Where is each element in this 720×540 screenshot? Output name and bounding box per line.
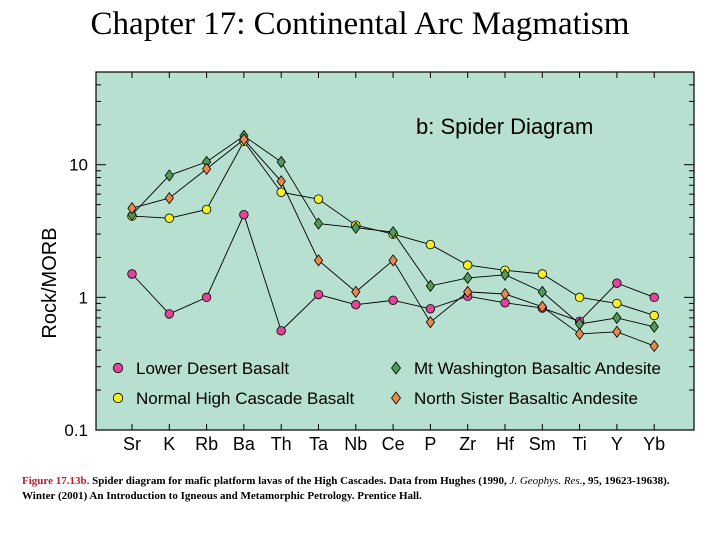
x-tick-label: Nb <box>344 434 367 454</box>
x-tick-label: Yb <box>643 434 665 454</box>
legend-label: Lower Desert Basalt <box>136 359 289 378</box>
data-point <box>201 162 212 176</box>
legend: Lower Desert Basalt Normal High Cascade B… <box>112 359 661 408</box>
data-point <box>537 285 547 299</box>
data-point <box>425 304 436 314</box>
caption-text-2: , 95, 19623-19638). Winter (2001) An Int… <box>22 475 670 502</box>
spider-diagram-chart: 0.1 1 10 Sr K Rb Ba Th Ta Nb Ce P Zr Hf Sm Ti Y Yb b: Sp… <box>39 71 695 454</box>
caption-figure-label: Figure 17.13b. <box>22 475 90 487</box>
y-tick-label: 0.1 <box>64 421 88 440</box>
data-point <box>276 326 286 336</box>
x-tick-label: Rb <box>195 434 218 454</box>
y-tick-label: 1 <box>79 288 88 307</box>
chart-title: b: Spider Diagram <box>416 114 593 139</box>
legend-label: Mt Washington Basaltic Andesite <box>414 359 661 378</box>
axis-ticks <box>96 71 694 431</box>
legend-entry: Mt Washington Basaltic Andesite <box>391 359 661 378</box>
data-point <box>649 339 659 353</box>
legend-marker <box>391 361 401 375</box>
data-point <box>164 191 174 205</box>
data-point <box>313 194 324 204</box>
data-point <box>537 269 547 279</box>
x-tick-label: Y <box>611 434 623 454</box>
data-point <box>463 285 473 299</box>
data-point <box>425 279 436 293</box>
data-point <box>500 287 510 301</box>
x-tick-label: Sm <box>529 434 556 454</box>
data-point <box>612 325 622 338</box>
data-point <box>612 298 622 309</box>
x-tick-label: K <box>163 434 175 454</box>
legend-entry: Normal High Cascade Basalt <box>112 389 355 408</box>
data-point <box>612 311 622 325</box>
y-tick-label: 10 <box>69 156 88 175</box>
data-point <box>612 278 622 288</box>
x-tick-label: Ba <box>233 434 256 454</box>
data-point <box>649 310 659 321</box>
data-point <box>201 204 212 215</box>
data-point <box>388 226 398 239</box>
data-point <box>127 202 137 215</box>
legend-label: Normal High Cascade Basalt <box>136 389 355 408</box>
data-point <box>164 169 174 182</box>
legend-label: North Sister Basaltic Andesite <box>414 389 638 408</box>
figure-caption: Figure 17.13b. Spider diagram for mafic … <box>22 474 702 504</box>
data-point <box>574 327 585 341</box>
x-tick-label: Ti <box>572 434 586 454</box>
data-point <box>351 285 361 299</box>
y-tick-labels: 0.1 1 10 <box>64 156 88 440</box>
data-point <box>164 213 174 223</box>
series-3 <box>127 129 659 333</box>
legend-marker <box>112 362 124 374</box>
data-point <box>649 320 659 333</box>
data-point <box>463 271 473 285</box>
x-tick-label: P <box>424 434 436 454</box>
caption-journal: J. Geophys. Res. <box>509 475 583 487</box>
data-point <box>500 268 510 281</box>
data-point <box>313 254 324 267</box>
slide-title: Chapter 17: Continental Arc Magmatism <box>90 6 630 42</box>
data-point <box>127 208 137 221</box>
data-point <box>127 269 137 279</box>
data-point <box>388 295 398 306</box>
x-tick-label: Th <box>271 434 292 454</box>
data-point <box>351 221 361 234</box>
data-point <box>313 289 324 300</box>
data-point <box>276 155 286 169</box>
data-point <box>276 187 286 197</box>
x-tick-label: Ce <box>382 434 405 454</box>
legend-marker <box>112 392 124 404</box>
x-tick-label: Sr <box>123 434 141 454</box>
data-point <box>425 316 436 329</box>
y-axis-label: Rock/MORB <box>39 227 61 338</box>
data-point <box>201 292 212 303</box>
data-point <box>425 239 436 250</box>
data-point <box>164 309 174 319</box>
data-point <box>388 254 398 267</box>
data-point <box>537 300 547 313</box>
x-tick-label: Ta <box>309 434 329 454</box>
x-tick-label: Hf <box>496 434 515 454</box>
caption-text-1: Spider diagram for mafic platform lavas … <box>89 475 510 487</box>
series-4 <box>127 133 659 353</box>
data-point <box>463 260 473 270</box>
data-point <box>313 217 324 230</box>
data-point <box>351 300 361 310</box>
legend-entry: North Sister Basaltic Andesite <box>391 389 638 408</box>
data-point <box>239 133 249 146</box>
x-tick-labels: Sr K Rb Ba Th Ta Nb Ce P Zr Hf Sm Ti Y Yb <box>123 434 665 454</box>
data-series <box>127 129 659 353</box>
data-point <box>574 292 585 303</box>
legend-entry: Lower Desert Basalt <box>112 359 289 378</box>
data-point <box>649 292 659 303</box>
data-point <box>276 175 286 188</box>
data-point <box>239 209 249 220</box>
legend-marker <box>391 391 401 405</box>
x-tick-label: Zr <box>459 434 476 454</box>
